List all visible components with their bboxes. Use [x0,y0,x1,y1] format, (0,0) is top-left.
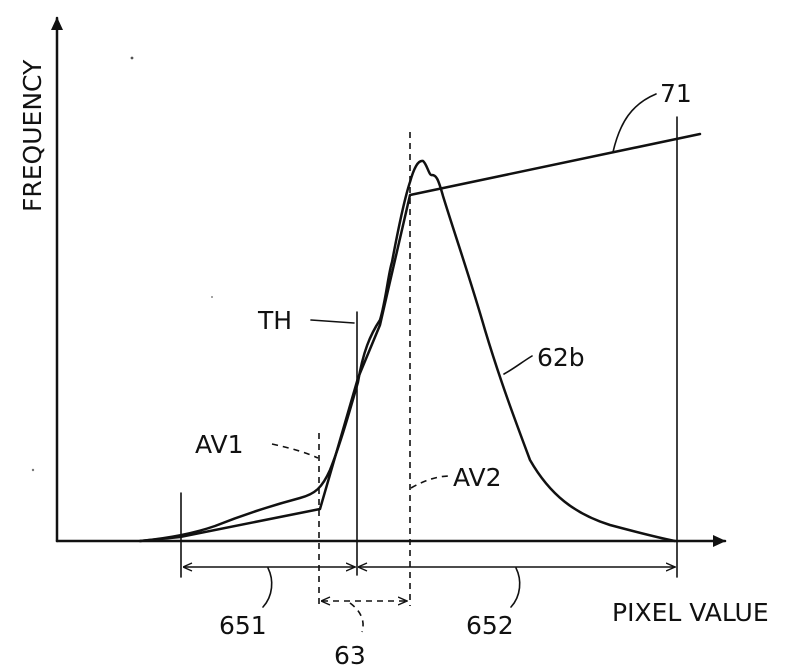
leader-av2 [411,476,450,488]
leader-63 [350,603,363,632]
stray-dot-1 [131,57,134,60]
stray-dot-3 [211,296,213,298]
x-axis-label: PIXEL VALUE [612,598,769,627]
stray-dot-2 [32,469,34,471]
leader-th [311,320,354,323]
label-th: TH [257,306,292,335]
approximation-line-71 [140,134,700,541]
label-63: 63 [334,641,366,670]
leader-62b [504,356,532,374]
label-av2: AV2 [453,463,502,492]
label-62b: 62b [537,343,585,372]
label-651: 651 [219,611,267,640]
leader-652 [511,568,520,607]
label-av1: AV1 [195,430,244,459]
label-71: 71 [660,79,692,108]
y-axis-label: FREQUENCY [18,59,47,212]
leader-71 [613,94,656,152]
leader-av1 [272,444,318,458]
leader-651 [263,568,272,607]
label-652: 652 [466,611,514,640]
histogram-curve-62b [140,161,675,541]
